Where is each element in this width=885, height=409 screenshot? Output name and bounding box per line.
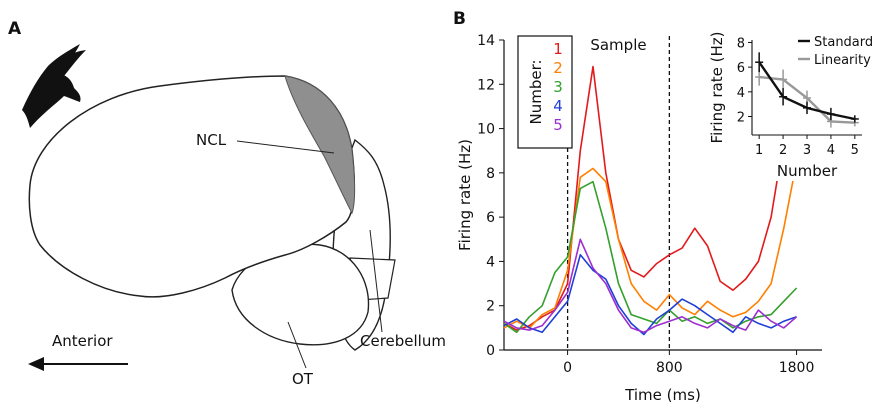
- inset-x-tick-label: 1: [755, 143, 763, 158]
- main-y-tick-label: 2: [486, 299, 495, 315]
- ncl-region: [284, 75, 356, 215]
- inset-x-axis-label: Number: [777, 162, 838, 180]
- inset-x-tick-label: 3: [803, 143, 811, 158]
- telencephalon-shape: [28, 75, 355, 298]
- ncl-label: NCL: [196, 131, 227, 149]
- inset-y-tick-label: 4: [737, 86, 745, 101]
- panel-a-letter: A: [8, 19, 22, 39]
- legend-item-2: 2: [553, 59, 563, 77]
- inset-y-tick-label: 8: [737, 36, 745, 51]
- anterior-arrow: [28, 357, 128, 371]
- legend-item-3: 3: [553, 78, 563, 96]
- panel-b-letter: B: [453, 9, 466, 29]
- ot-label: OT: [292, 370, 314, 388]
- inset-series: [755, 52, 859, 128]
- ncl-leader-line: [236, 140, 335, 154]
- main-y-tick-label: 6: [486, 210, 495, 226]
- series-line-5: [503, 238, 798, 334]
- main-y-tick-label: 10: [477, 122, 495, 138]
- inset-x-tick-label: 2: [779, 143, 787, 158]
- cerebellum-label: Cerebellum: [360, 332, 446, 350]
- ot-leader-line: [287, 321, 307, 369]
- inset-legend-label-linearity: Linearity: [814, 53, 871, 68]
- inset-x-tick-label: 5: [851, 143, 859, 158]
- series-line-4: [503, 254, 797, 336]
- main-y-tick-label: 0: [486, 343, 495, 359]
- sample-annotation: Sample: [590, 36, 646, 54]
- main-y-tick-label: 4: [486, 254, 495, 270]
- inset-y-tick-label: 6: [737, 61, 745, 76]
- legend-item-5: 5: [553, 116, 563, 134]
- inset-y-axis-label: Firing rate (Hz): [708, 32, 726, 144]
- cerebellum-leader-line: [369, 229, 383, 333]
- legend-item-1: 1: [553, 40, 563, 58]
- main-y-tick-label: 12: [477, 77, 495, 93]
- main-x-tick-label: 0: [563, 360, 572, 376]
- series-line-3: [503, 180, 798, 334]
- main-series: [503, 50, 798, 336]
- main-x-tick-label: 800: [656, 360, 683, 376]
- series-line-1: [503, 50, 798, 331]
- series-line-2: [503, 161, 798, 329]
- inset-y-tick-label: 2: [737, 110, 745, 125]
- inset-chart: 2 4 6 8 1 2 3 4 5 Number Firing rate (Hz) Standa…: [708, 30, 885, 181]
- crow-silhouette: [22, 44, 86, 128]
- main-x-tick-label: 1800: [779, 360, 815, 376]
- main-y-tick-label: 8: [486, 166, 495, 182]
- inset-x-tick-label: 4: [827, 143, 835, 158]
- legend-item-4: 4: [553, 97, 563, 115]
- anterior-label: Anterior: [52, 332, 113, 350]
- legend-title: Number:: [527, 59, 545, 124]
- main-y-axis-label: Firing rate (Hz): [456, 139, 474, 251]
- main-x-axis-label: Time (ms): [624, 386, 701, 404]
- legend-box: [517, 35, 573, 149]
- panel-a: A NCL Cerebellum OT Anterior: [8, 19, 446, 388]
- main-y-tick-label: 14: [477, 33, 495, 49]
- inset-legend-label-standard: Standard: [814, 35, 873, 50]
- inset-legend: Standard Linearity: [798, 35, 873, 68]
